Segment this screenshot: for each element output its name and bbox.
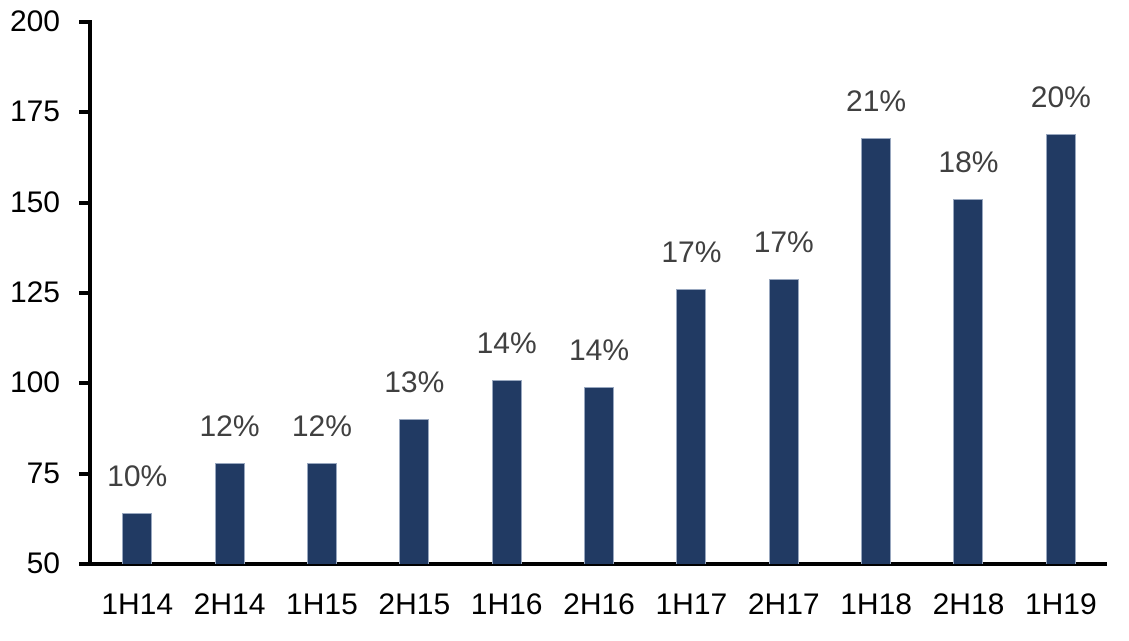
bar bbox=[768, 278, 799, 564]
bar-value-label: 21% bbox=[846, 84, 907, 118]
bar-value-label: 17% bbox=[661, 236, 722, 270]
y-axis-tick-label: 150 bbox=[9, 185, 60, 219]
y-axis-tick-mark bbox=[79, 381, 91, 386]
y-axis-tick-mark bbox=[79, 200, 91, 205]
x-axis-tick-label: 1H17 bbox=[655, 588, 728, 621]
x-axis-tick-label: 1H14 bbox=[101, 588, 174, 621]
x-axis-line bbox=[79, 562, 1107, 566]
y-axis-tick-label: 50 bbox=[26, 547, 60, 580]
bar-value-label: 14% bbox=[476, 326, 537, 360]
y-axis-tick-mark bbox=[79, 110, 91, 115]
y-axis-tick-mark bbox=[79, 562, 91, 566]
x-axis-tick-label: 1H19 bbox=[1024, 588, 1097, 621]
y-axis-tick-label: 200 bbox=[9, 5, 60, 38]
bar-value-label: 12% bbox=[291, 409, 352, 443]
bar bbox=[399, 419, 430, 564]
x-axis-tick-label: 2H18 bbox=[932, 588, 1005, 621]
bar-value-label: 12% bbox=[199, 409, 260, 443]
bar-value-label: 10% bbox=[107, 460, 168, 494]
bar-value-label: 17% bbox=[753, 225, 814, 259]
bar bbox=[306, 462, 337, 564]
x-axis-tick-label: 2H14 bbox=[193, 588, 266, 621]
y-axis-tick-label: 75 bbox=[26, 456, 60, 490]
bar-value-label: 13% bbox=[384, 366, 445, 400]
y-axis-tick-mark bbox=[79, 20, 91, 24]
x-axis-tick-label: 2H16 bbox=[563, 588, 635, 621]
bar bbox=[584, 386, 614, 564]
bar-value-label: 18% bbox=[938, 146, 999, 180]
x-axis-tick-label: 1H16 bbox=[470, 588, 543, 621]
x-axis-tick-label: 2H17 bbox=[747, 588, 820, 621]
bar-value-label: 20% bbox=[1030, 81, 1091, 114]
y-axis-tick-label: 125 bbox=[9, 276, 60, 309]
bar bbox=[861, 137, 892, 564]
x-axis-tick-label: 1H15 bbox=[286, 588, 358, 621]
bar bbox=[122, 513, 153, 564]
bar bbox=[1045, 134, 1076, 564]
y-axis-tick-label: 100 bbox=[9, 366, 60, 400]
y-axis-tick-mark bbox=[79, 471, 91, 476]
x-axis-tick-label: 2H15 bbox=[378, 588, 451, 621]
y-axis-tick-label: 175 bbox=[9, 95, 60, 129]
bar-value-label: 14% bbox=[568, 333, 630, 367]
y-axis-tick-mark bbox=[79, 291, 91, 295]
x-axis-tick-label: 1H18 bbox=[840, 588, 912, 621]
bar bbox=[953, 199, 984, 564]
bar bbox=[676, 289, 707, 564]
bar bbox=[491, 379, 522, 564]
bar bbox=[214, 462, 245, 564]
